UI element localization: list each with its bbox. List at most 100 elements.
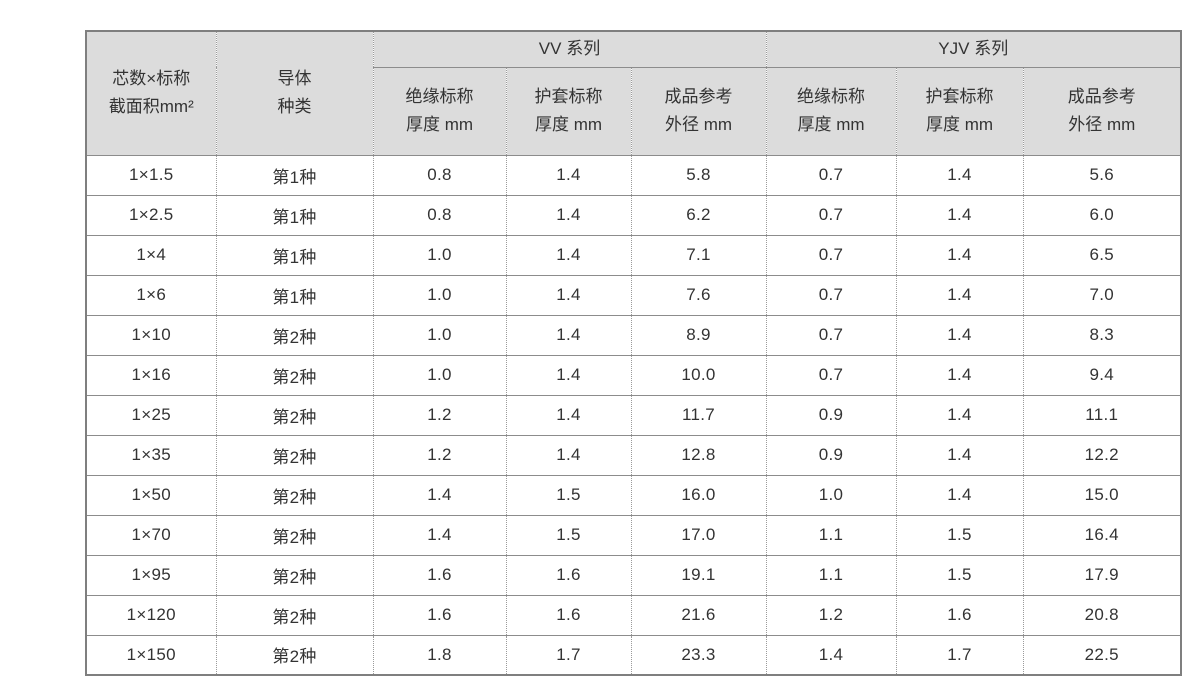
cell-vv-outer-diameter: 19.1 xyxy=(630,554,767,596)
cell-vv-sheath-thickness: 1.5 xyxy=(505,514,632,556)
cell-vv-sheath-thickness: 1.4 xyxy=(505,234,632,276)
header-cores-area: 芯数×标称 截面积mm² xyxy=(85,30,217,156)
cell-yjv-sheath-thickness: 1.4 xyxy=(895,314,1024,356)
cell-vv-sheath-thickness: 1.7 xyxy=(505,634,632,676)
table-row: 1×70 第2种 1.4 1.5 17.0 1.1 1.5 16.4 xyxy=(85,514,1182,556)
cell-vv-outer-diameter: 16.0 xyxy=(630,474,767,516)
table-row: 1×95 第2种 1.6 1.6 19.1 1.1 1.5 17.9 xyxy=(85,554,1182,596)
header-conductor-type: 导体 种类 xyxy=(215,30,374,156)
cell-yjv-outer-diameter: 8.3 xyxy=(1022,314,1182,356)
cell-cores-area: 1×95 xyxy=(85,554,217,596)
cell-vv-sheath-thickness: 1.4 xyxy=(505,154,632,196)
cell-vv-insulation-thickness: 1.4 xyxy=(372,514,507,556)
cell-yjv-insulation-thickness: 0.7 xyxy=(765,154,897,196)
cell-conductor-type: 第1种 xyxy=(215,154,374,196)
cell-yjv-sheath-thickness: 1.4 xyxy=(895,354,1024,396)
cell-cores-area: 1×2.5 xyxy=(85,194,217,236)
header-vv-insulation-thickness: 绝缘标称 厚度 mm xyxy=(372,66,507,156)
header-vv-sheath-thickness: 护套标称 厚度 mm xyxy=(505,66,632,156)
cell-yjv-outer-diameter: 7.0 xyxy=(1022,274,1182,316)
table-row: 1×120 第2种 1.6 1.6 21.6 1.2 1.6 20.8 xyxy=(85,594,1182,636)
cell-yjv-outer-diameter: 6.0 xyxy=(1022,194,1182,236)
header-vv-outer-diameter: 成品参考 外径 mm xyxy=(630,66,767,156)
cell-vv-outer-diameter: 6.2 xyxy=(630,194,767,236)
table-row: 1×150 第2种 1.8 1.7 23.3 1.4 1.7 22.5 xyxy=(85,634,1182,676)
cell-vv-sheath-thickness: 1.4 xyxy=(505,274,632,316)
cell-yjv-outer-diameter: 15.0 xyxy=(1022,474,1182,516)
cell-vv-insulation-thickness: 1.6 xyxy=(372,554,507,596)
cell-vv-insulation-thickness: 1.0 xyxy=(372,274,507,316)
cell-yjv-sheath-thickness: 1.4 xyxy=(895,434,1024,476)
cell-vv-sheath-thickness: 1.4 xyxy=(505,314,632,356)
cell-vv-insulation-thickness: 1.2 xyxy=(372,394,507,436)
cell-cores-area: 1×4 xyxy=(85,234,217,276)
cell-cores-area: 1×16 xyxy=(85,354,217,396)
cell-yjv-sheath-thickness: 1.7 xyxy=(895,634,1024,676)
cell-vv-outer-diameter: 7.1 xyxy=(630,234,767,276)
cell-yjv-outer-diameter: 12.2 xyxy=(1022,434,1182,476)
cell-vv-sheath-thickness: 1.6 xyxy=(505,594,632,636)
cell-vv-sheath-thickness: 1.5 xyxy=(505,474,632,516)
cell-vv-outer-diameter: 12.8 xyxy=(630,434,767,476)
table-body: 1×1.5 第1种 0.8 1.4 5.8 0.7 1.4 5.6 1×2.5 … xyxy=(85,154,1182,676)
cell-yjv-insulation-thickness: 0.7 xyxy=(765,354,897,396)
cell-conductor-type: 第2种 xyxy=(215,394,374,436)
cell-vv-insulation-thickness: 0.8 xyxy=(372,154,507,196)
header-yjv-series: YJV 系列 xyxy=(765,30,1182,68)
cell-yjv-insulation-thickness: 1.1 xyxy=(765,554,897,596)
cell-yjv-sheath-thickness: 1.4 xyxy=(895,194,1024,236)
cell-yjv-outer-diameter: 22.5 xyxy=(1022,634,1182,676)
cell-vv-sheath-thickness: 1.4 xyxy=(505,194,632,236)
cell-yjv-sheath-thickness: 1.4 xyxy=(895,154,1024,196)
header-yjv-insulation-thickness: 绝缘标称 厚度 mm xyxy=(765,66,897,156)
cell-cores-area: 1×35 xyxy=(85,434,217,476)
cell-conductor-type: 第2种 xyxy=(215,634,374,676)
cell-yjv-insulation-thickness: 1.0 xyxy=(765,474,897,516)
cell-vv-sheath-thickness: 1.4 xyxy=(505,354,632,396)
cell-yjv-insulation-thickness: 1.4 xyxy=(765,634,897,676)
cell-yjv-outer-diameter: 20.8 xyxy=(1022,594,1182,636)
cell-vv-sheath-thickness: 1.6 xyxy=(505,554,632,596)
cell-yjv-insulation-thickness: 0.9 xyxy=(765,434,897,476)
cell-yjv-outer-diameter: 5.6 xyxy=(1022,154,1182,196)
cell-vv-outer-diameter: 23.3 xyxy=(630,634,767,676)
cell-vv-outer-diameter: 10.0 xyxy=(630,354,767,396)
table-row: 1×2.5 第1种 0.8 1.4 6.2 0.7 1.4 6.0 xyxy=(85,194,1182,236)
cell-cores-area: 1×120 xyxy=(85,594,217,636)
cell-yjv-sheath-thickness: 1.4 xyxy=(895,394,1024,436)
table-row: 1×35 第2种 1.2 1.4 12.8 0.9 1.4 12.2 xyxy=(85,434,1182,476)
header-vv-series: VV 系列 xyxy=(372,30,767,68)
cell-conductor-type: 第2种 xyxy=(215,554,374,596)
cell-vv-insulation-thickness: 1.8 xyxy=(372,634,507,676)
cell-vv-insulation-thickness: 1.4 xyxy=(372,474,507,516)
table-header: 芯数×标称 截面积mm² 导体 种类 VV 系列 YJV 系列 绝缘标称 厚度 … xyxy=(85,30,1182,156)
cell-conductor-type: 第1种 xyxy=(215,194,374,236)
cell-yjv-insulation-thickness: 1.1 xyxy=(765,514,897,556)
header-row-sub: 绝缘标称 厚度 mm 护套标称 厚度 mm 成品参考 外径 mm 绝缘标称 厚度… xyxy=(86,66,1182,156)
cell-cores-area: 1×25 xyxy=(85,394,217,436)
cell-cores-area: 1×70 xyxy=(85,514,217,556)
cell-vv-sheath-thickness: 1.4 xyxy=(505,434,632,476)
cell-vv-outer-diameter: 21.6 xyxy=(630,594,767,636)
cell-vv-insulation-thickness: 1.0 xyxy=(372,354,507,396)
cell-yjv-sheath-thickness: 1.4 xyxy=(895,474,1024,516)
cell-cores-area: 1×50 xyxy=(85,474,217,516)
table-row: 1×50 第2种 1.4 1.5 16.0 1.0 1.4 15.0 xyxy=(85,474,1182,516)
cell-vv-insulation-thickness: 1.0 xyxy=(372,314,507,356)
cell-vv-insulation-thickness: 1.2 xyxy=(372,434,507,476)
table-row: 1×16 第2种 1.0 1.4 10.0 0.7 1.4 9.4 xyxy=(85,354,1182,396)
table-row: 1×1.5 第1种 0.8 1.4 5.8 0.7 1.4 5.6 xyxy=(85,154,1182,196)
table-row: 1×4 第1种 1.0 1.4 7.1 0.7 1.4 6.5 xyxy=(85,234,1182,276)
cell-conductor-type: 第2种 xyxy=(215,474,374,516)
cell-vv-insulation-thickness: 1.0 xyxy=(372,234,507,276)
cell-yjv-insulation-thickness: 0.7 xyxy=(765,314,897,356)
cell-yjv-outer-diameter: 11.1 xyxy=(1022,394,1182,436)
cell-conductor-type: 第1种 xyxy=(215,234,374,276)
cell-conductor-type: 第2种 xyxy=(215,354,374,396)
cell-vv-outer-diameter: 7.6 xyxy=(630,274,767,316)
cell-yjv-outer-diameter: 16.4 xyxy=(1022,514,1182,556)
cell-vv-sheath-thickness: 1.4 xyxy=(505,394,632,436)
cell-conductor-type: 第2种 xyxy=(215,434,374,476)
cell-yjv-insulation-thickness: 0.7 xyxy=(765,274,897,316)
